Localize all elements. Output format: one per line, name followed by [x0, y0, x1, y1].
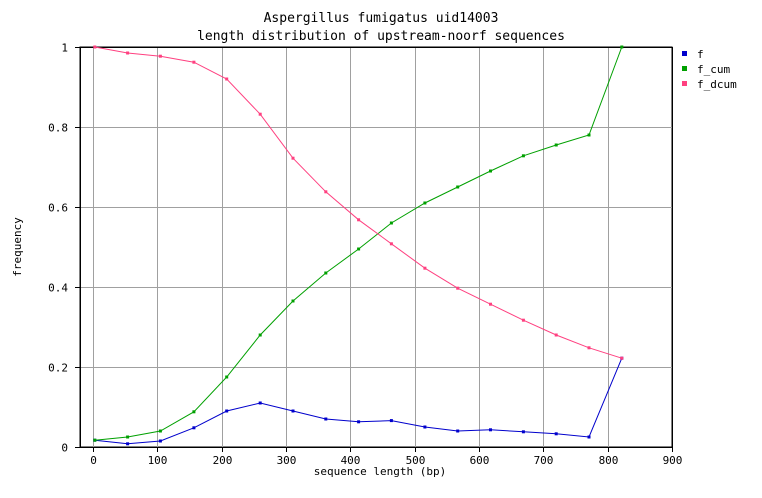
data-point-f_cum	[324, 271, 328, 275]
data-point-f_dcum	[258, 112, 262, 116]
data-point-f_dcum	[126, 51, 130, 55]
data-point-f_dcum	[521, 318, 525, 322]
y-axis-label: frequency	[11, 217, 24, 277]
legend-label-f_cum: f_cum	[697, 63, 730, 76]
x-tick-label: 200	[213, 454, 233, 467]
legend-label-f: f	[697, 48, 704, 61]
data-point-f_dcum	[456, 286, 460, 290]
data-point-f_cum	[521, 154, 525, 158]
x-tick-label: 0	[90, 454, 97, 467]
data-point-f_cum	[225, 375, 229, 379]
data-point-f_cum	[620, 45, 624, 49]
y-tick-label: 0.8	[48, 122, 68, 135]
data-point-f_dcum	[423, 266, 427, 270]
x-axis-label: sequence length (bp)	[314, 465, 446, 478]
data-point-f	[225, 409, 229, 413]
x-tick-label: 400	[341, 454, 361, 467]
data-point-f_cum	[554, 143, 558, 147]
data-point-f_cum	[423, 201, 427, 205]
data-point-f_dcum	[389, 242, 393, 246]
x-tick-label: 100	[148, 454, 168, 467]
legend-marker-f_cum	[682, 66, 687, 71]
data-point-f	[489, 428, 492, 432]
legend-marker-f_dcum	[682, 81, 687, 86]
data-point-f	[357, 420, 361, 424]
y-tick-label: 0.6	[48, 202, 68, 215]
x-tick-label: 800	[599, 454, 619, 467]
data-point-f_cum	[291, 299, 295, 303]
y-tick-label: 0.4	[48, 282, 68, 295]
data-point-f	[456, 429, 460, 433]
legend: f f_cum f_dcum	[682, 48, 737, 91]
data-point-f	[291, 409, 295, 413]
data-point-f_dcum	[291, 156, 295, 160]
data-point-f_cum	[587, 133, 591, 137]
data-point-f_dcum	[225, 77, 229, 81]
data-point-f	[587, 435, 591, 439]
x-tick-label: 900	[663, 454, 683, 467]
y-tick-label: 0.2	[48, 362, 68, 375]
data-point-f_cum	[93, 438, 97, 442]
data-point-f_dcum	[93, 45, 97, 49]
plot-frame	[79, 46, 673, 448]
data-point-f	[423, 425, 427, 429]
legend-marker-f	[682, 51, 687, 56]
data-point-f	[389, 419, 393, 423]
data-point-f	[192, 426, 196, 430]
data-point-f_dcum	[620, 356, 624, 360]
data-point-f_dcum	[489, 302, 492, 306]
data-point-f_cum	[258, 333, 262, 337]
data-point-f	[554, 432, 558, 436]
chart-title: Aspergillus fumigatus uid14003	[264, 11, 499, 26]
data-point-f	[258, 401, 262, 405]
x-tick-label: 700	[534, 454, 554, 467]
data-point-f_dcum	[554, 333, 558, 337]
data-point-f_dcum	[158, 54, 162, 58]
data-point-f_cum	[126, 435, 130, 439]
data-point-f	[126, 442, 130, 446]
data-point-f_dcum	[357, 218, 361, 222]
chart-subtitle: length distribution of upstream-noorf se…	[197, 29, 565, 44]
y-tick-label: 0	[61, 442, 68, 455]
data-point-f_cum	[456, 185, 460, 189]
data-point-f	[521, 430, 525, 434]
data-point-f_dcum	[324, 190, 328, 194]
data-point-f_cum	[192, 410, 196, 414]
data-point-f	[158, 439, 162, 443]
x-tick-label: 300	[277, 454, 297, 467]
plot-border	[80, 47, 673, 448]
data-point-f_cum	[357, 247, 361, 251]
x-tick-label: 600	[470, 454, 490, 467]
legend-label-f_dcum: f_dcum	[697, 78, 737, 91]
y-tick-label: 1	[61, 42, 68, 55]
data-point-f_cum	[489, 169, 492, 173]
plot-area: 0 100 200 300 400 500 600 700 800 900 0 0.2 0.4 0.6 0.…	[48, 42, 682, 468]
data-point-f_cum	[158, 429, 162, 433]
data-point-f_cum	[389, 221, 393, 225]
data-point-f	[324, 417, 328, 421]
data-point-f_dcum	[192, 60, 196, 64]
data-point-f_dcum	[587, 346, 591, 350]
x-tick-label: 500	[406, 454, 426, 467]
